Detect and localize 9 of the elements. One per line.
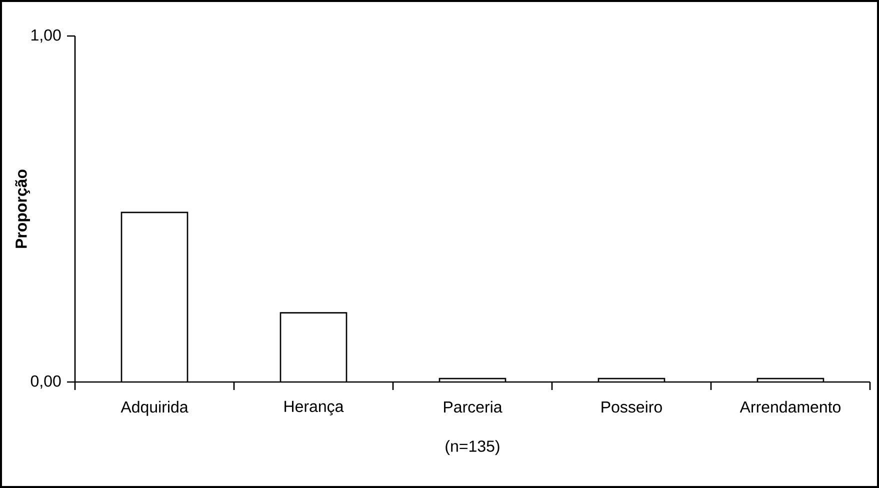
x-tick-label: Herança	[284, 400, 344, 416]
y-axis-title: Proporção	[15, 170, 30, 248]
x-tick-label: Arrendamento	[740, 400, 840, 413]
x-tick-label: Adquirida	[120, 400, 188, 416]
y-tick-label: 0,00	[30, 375, 61, 389]
x-tick-label: Parceria	[444, 400, 502, 413]
y-tick-label: 1,00	[31, 29, 61, 43]
x-axis-title: (n=135)	[446, 440, 500, 455]
x-tick-label: Posseiro	[602, 400, 662, 413]
